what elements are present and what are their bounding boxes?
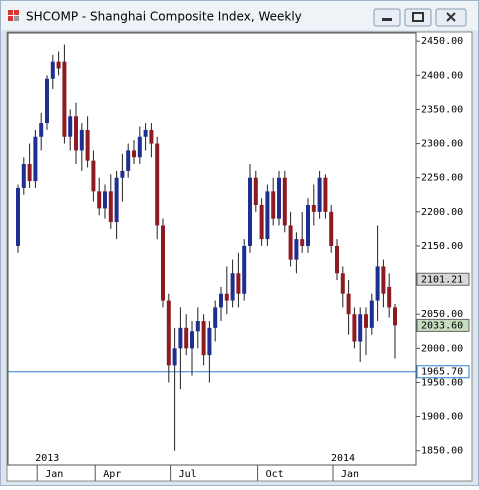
candle-body xyxy=(184,327,189,349)
candle-body xyxy=(45,78,49,124)
candle-body xyxy=(375,266,380,301)
x-tick-label: Apr xyxy=(103,469,121,480)
candle-body xyxy=(62,61,67,137)
y-tick-label: 2450.00 xyxy=(421,36,463,47)
candle-body xyxy=(317,177,322,212)
candle-body xyxy=(21,164,26,188)
candle-body xyxy=(306,205,310,246)
year-label: 2014 xyxy=(331,453,355,464)
x-tick-label: Jul xyxy=(179,469,197,480)
candle-body xyxy=(149,129,154,144)
candle-body xyxy=(178,327,183,349)
maximize-button[interactable] xyxy=(404,8,432,27)
candle-body xyxy=(33,136,38,182)
candle-body xyxy=(288,225,293,260)
x-tick-label: Jan xyxy=(45,469,63,480)
candle-body xyxy=(323,177,328,212)
candle-body xyxy=(253,177,258,205)
y-tick-label: 1900.00 xyxy=(421,412,463,423)
candle-body xyxy=(207,327,212,356)
candle-body xyxy=(68,116,73,137)
candle-body xyxy=(340,273,345,294)
candle-body xyxy=(201,321,206,356)
price-marker-box xyxy=(416,318,470,332)
candle-body xyxy=(132,150,136,158)
candle-body xyxy=(387,286,392,308)
candle-body xyxy=(352,314,357,342)
candle-body xyxy=(248,177,252,246)
candle-body xyxy=(126,150,131,171)
candle-body xyxy=(271,191,276,219)
y-tick-label: 1850.00 xyxy=(421,446,463,457)
candle-body xyxy=(143,129,148,137)
price-marker-label: 1965.70 xyxy=(421,367,463,378)
window-title: SHCOMP - Shanghai Composite Index, Weekl… xyxy=(26,10,302,24)
candle-body xyxy=(137,136,142,158)
price-marker-box xyxy=(416,365,470,379)
x-tick-label: Jan xyxy=(341,469,359,480)
candle-body xyxy=(335,245,339,274)
candle-body xyxy=(56,61,61,69)
candle-body xyxy=(224,293,229,301)
y-tick-label: 2300.00 xyxy=(421,139,463,150)
candle-body xyxy=(300,239,305,246)
candle-body xyxy=(393,307,397,326)
candle-body xyxy=(277,177,281,219)
y-tick-label: 2200.00 xyxy=(421,207,463,218)
candle-body xyxy=(155,143,160,226)
candle-body xyxy=(213,307,218,328)
candle-body xyxy=(97,191,102,209)
candle-body xyxy=(346,293,351,315)
candle-body xyxy=(364,314,368,328)
candle-body xyxy=(16,187,20,246)
candle-body xyxy=(282,177,287,226)
candle-body xyxy=(259,205,264,240)
candle-body xyxy=(329,211,334,246)
candle-body xyxy=(114,177,119,223)
candle-body xyxy=(265,191,270,240)
candle-body xyxy=(103,191,107,209)
candle-body xyxy=(242,245,247,294)
candle-body xyxy=(369,300,374,328)
y-tick-label: 1950.00 xyxy=(421,377,463,388)
candle-body xyxy=(50,61,55,79)
candle-body xyxy=(381,266,386,294)
y-tick-label: 2350.00 xyxy=(421,104,463,115)
candle-body xyxy=(172,348,177,366)
candle-body xyxy=(195,321,200,332)
price-marker-box xyxy=(416,272,470,286)
candle-body xyxy=(27,164,32,182)
y-tick-label: 2000.00 xyxy=(421,343,463,354)
candle-body xyxy=(74,116,78,151)
y-tick-label: 2150.00 xyxy=(421,241,463,252)
price-marker-label: 2101.21 xyxy=(421,274,463,285)
y-tick-label: 2250.00 xyxy=(421,173,463,184)
plot-area xyxy=(7,32,417,466)
candle-body xyxy=(190,331,194,349)
candle-body xyxy=(91,160,96,192)
candle-body xyxy=(85,129,90,161)
candle-body xyxy=(108,191,113,223)
candle-body xyxy=(358,314,363,342)
candle-body xyxy=(79,129,84,151)
candle-body xyxy=(311,205,316,212)
candle-body xyxy=(294,239,299,260)
candle-body xyxy=(161,225,165,301)
y-tick-label: 2400.00 xyxy=(421,70,463,81)
y-tick-label: 2050.00 xyxy=(421,309,463,320)
year-label: 2013 xyxy=(35,453,59,464)
candle-body xyxy=(120,170,125,178)
close-button[interactable] xyxy=(435,8,467,27)
app-icon xyxy=(8,10,19,21)
minimize-button[interactable] xyxy=(373,8,401,27)
candle-body xyxy=(236,273,241,294)
price-marker-label: 2033.60 xyxy=(421,320,463,331)
x-tick-label: Oct xyxy=(266,469,284,480)
candle-body xyxy=(166,300,171,366)
candle-body xyxy=(219,293,223,308)
candle-body xyxy=(39,123,44,137)
candle-body xyxy=(230,273,235,301)
